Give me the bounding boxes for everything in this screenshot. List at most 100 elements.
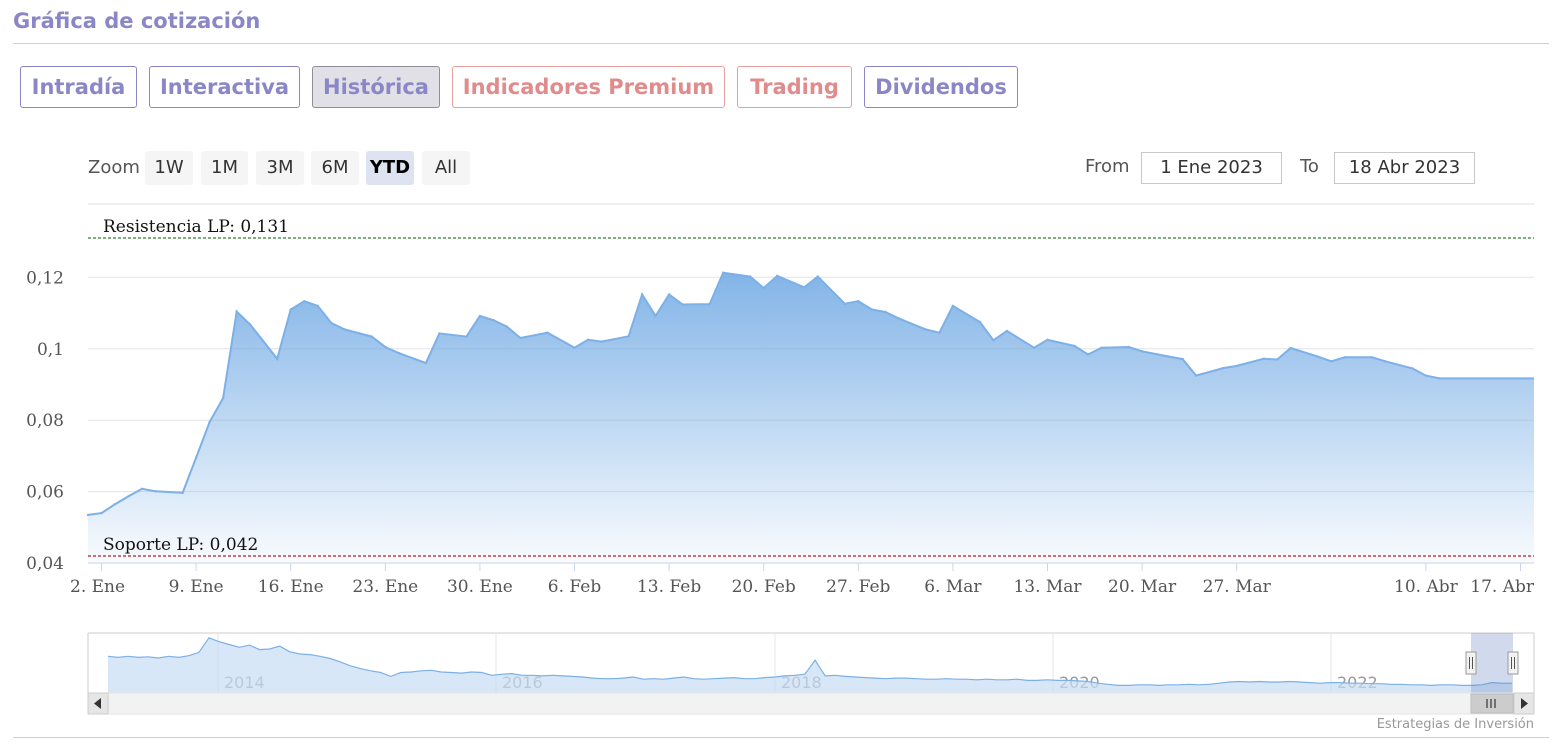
price-point xyxy=(708,302,711,306)
price-point xyxy=(1384,360,1387,363)
chart-credit[interactable]: Estrategias de Inversión xyxy=(1376,717,1534,732)
price-point xyxy=(897,317,901,320)
x-tick-label: 6. Mar xyxy=(924,577,982,597)
resistance-label: Resistencia LP: 0,131 xyxy=(103,217,289,237)
navigator-right-handle[interactable] xyxy=(1507,651,1519,675)
price-point xyxy=(1140,350,1144,353)
y-tick-label: 0,08 xyxy=(26,411,64,431)
price-point xyxy=(870,308,874,311)
price-point xyxy=(667,293,671,296)
price-point xyxy=(884,310,887,314)
price-point xyxy=(275,357,279,360)
y-tick-label: 0,1 xyxy=(37,340,64,360)
navigator-selected-range[interactable] xyxy=(1471,633,1513,693)
price-point xyxy=(1235,364,1238,368)
zoom-button-ytd[interactable]: YTD xyxy=(366,151,414,185)
price-point xyxy=(248,323,252,326)
price-point xyxy=(1127,345,1130,349)
price-point xyxy=(978,320,982,324)
price-point xyxy=(316,304,319,308)
price-point xyxy=(1438,377,1441,380)
x-tick-label: 23. Ene xyxy=(352,577,418,597)
scrollbar-track[interactable] xyxy=(87,692,1535,715)
navigator-left-handle[interactable] xyxy=(1465,651,1477,675)
price-point xyxy=(1032,346,1036,349)
price-point xyxy=(86,513,90,517)
price-point xyxy=(330,321,333,325)
price-point xyxy=(208,420,211,424)
price-point xyxy=(654,314,657,318)
price-point xyxy=(1276,358,1279,361)
price-point xyxy=(1046,338,1049,342)
tab-indicadores-premium[interactable]: Indicadores Premium xyxy=(452,66,725,108)
price-point xyxy=(424,361,428,365)
zoom-button-6m[interactable]: 6M xyxy=(311,151,359,185)
price-point xyxy=(343,328,346,331)
price-point xyxy=(100,511,103,515)
price-point xyxy=(1370,356,1374,359)
page-title: Gráfica de cotización xyxy=(13,9,261,33)
price-point xyxy=(465,335,468,338)
price-point xyxy=(992,338,995,342)
price-point xyxy=(1343,356,1347,359)
price-point xyxy=(1221,366,1225,370)
price-area xyxy=(88,272,1534,563)
price-point xyxy=(843,302,846,305)
scroll-right-arrow-icon xyxy=(1521,698,1528,709)
price-point xyxy=(762,286,765,290)
price-point xyxy=(951,304,955,308)
tab-histórica[interactable]: Histórica xyxy=(312,66,440,108)
from-date-input[interactable]: 1 Ene 2023 xyxy=(1141,152,1282,184)
x-tick-label: 16. Ene xyxy=(258,577,324,597)
x-tick-label: 20. Feb xyxy=(732,577,796,597)
price-point xyxy=(924,328,928,331)
x-tick-label: 27. Mar xyxy=(1203,577,1272,597)
price-point xyxy=(803,286,806,289)
navigator-area xyxy=(108,637,1512,693)
scroll-left-arrow-icon xyxy=(94,698,101,709)
scrollbar-thumb[interactable] xyxy=(1470,693,1514,714)
zoom-label: Zoom xyxy=(88,157,140,178)
price-point xyxy=(721,271,725,274)
price-point xyxy=(194,456,198,459)
price-point xyxy=(492,318,495,322)
zoom-button-1m[interactable]: 1M xyxy=(201,151,248,185)
price-point xyxy=(573,346,576,349)
price-point xyxy=(289,308,292,311)
price-point xyxy=(1289,346,1292,350)
price-point xyxy=(681,303,684,306)
price-point xyxy=(140,487,144,491)
zoom-button-all[interactable]: All xyxy=(422,151,470,185)
price-point xyxy=(600,340,603,343)
price-point xyxy=(1424,374,1428,377)
price-point xyxy=(370,335,373,338)
tab-trading[interactable]: Trading xyxy=(737,66,852,108)
price-point xyxy=(235,310,238,313)
price-point xyxy=(1330,360,1333,363)
x-tick-label: 17. Abr xyxy=(1470,577,1535,597)
price-point xyxy=(1181,357,1184,361)
tab-dividendos[interactable]: Dividendos xyxy=(864,66,1018,108)
price-point xyxy=(546,331,549,334)
price-point xyxy=(303,300,306,303)
x-tick-label: 2. Ene xyxy=(70,577,125,597)
x-tick-label: 6. Feb xyxy=(548,577,602,597)
zoom-button-1w[interactable]: 1W xyxy=(145,151,193,185)
to-date-input[interactable]: 18 Abr 2023 xyxy=(1334,152,1475,184)
x-tick-label: 9. Ene xyxy=(169,577,224,597)
price-point xyxy=(1086,353,1090,356)
tab-interactiva[interactable]: Interactiva xyxy=(149,66,300,108)
x-tick-label: 27. Feb xyxy=(826,577,890,597)
tab-intradía[interactable]: Intradía xyxy=(20,66,137,108)
price-point xyxy=(1073,344,1076,348)
price-point xyxy=(181,491,184,494)
price-point xyxy=(1262,357,1265,360)
price-point xyxy=(586,338,590,342)
price-point xyxy=(748,275,752,278)
support-label: Soporte LP: 0,042 xyxy=(103,535,258,555)
y-tick-label: 0,12 xyxy=(26,268,64,288)
zoom-button-3m[interactable]: 3M xyxy=(256,151,304,185)
title-divider xyxy=(13,43,1549,44)
price-point xyxy=(816,275,819,278)
